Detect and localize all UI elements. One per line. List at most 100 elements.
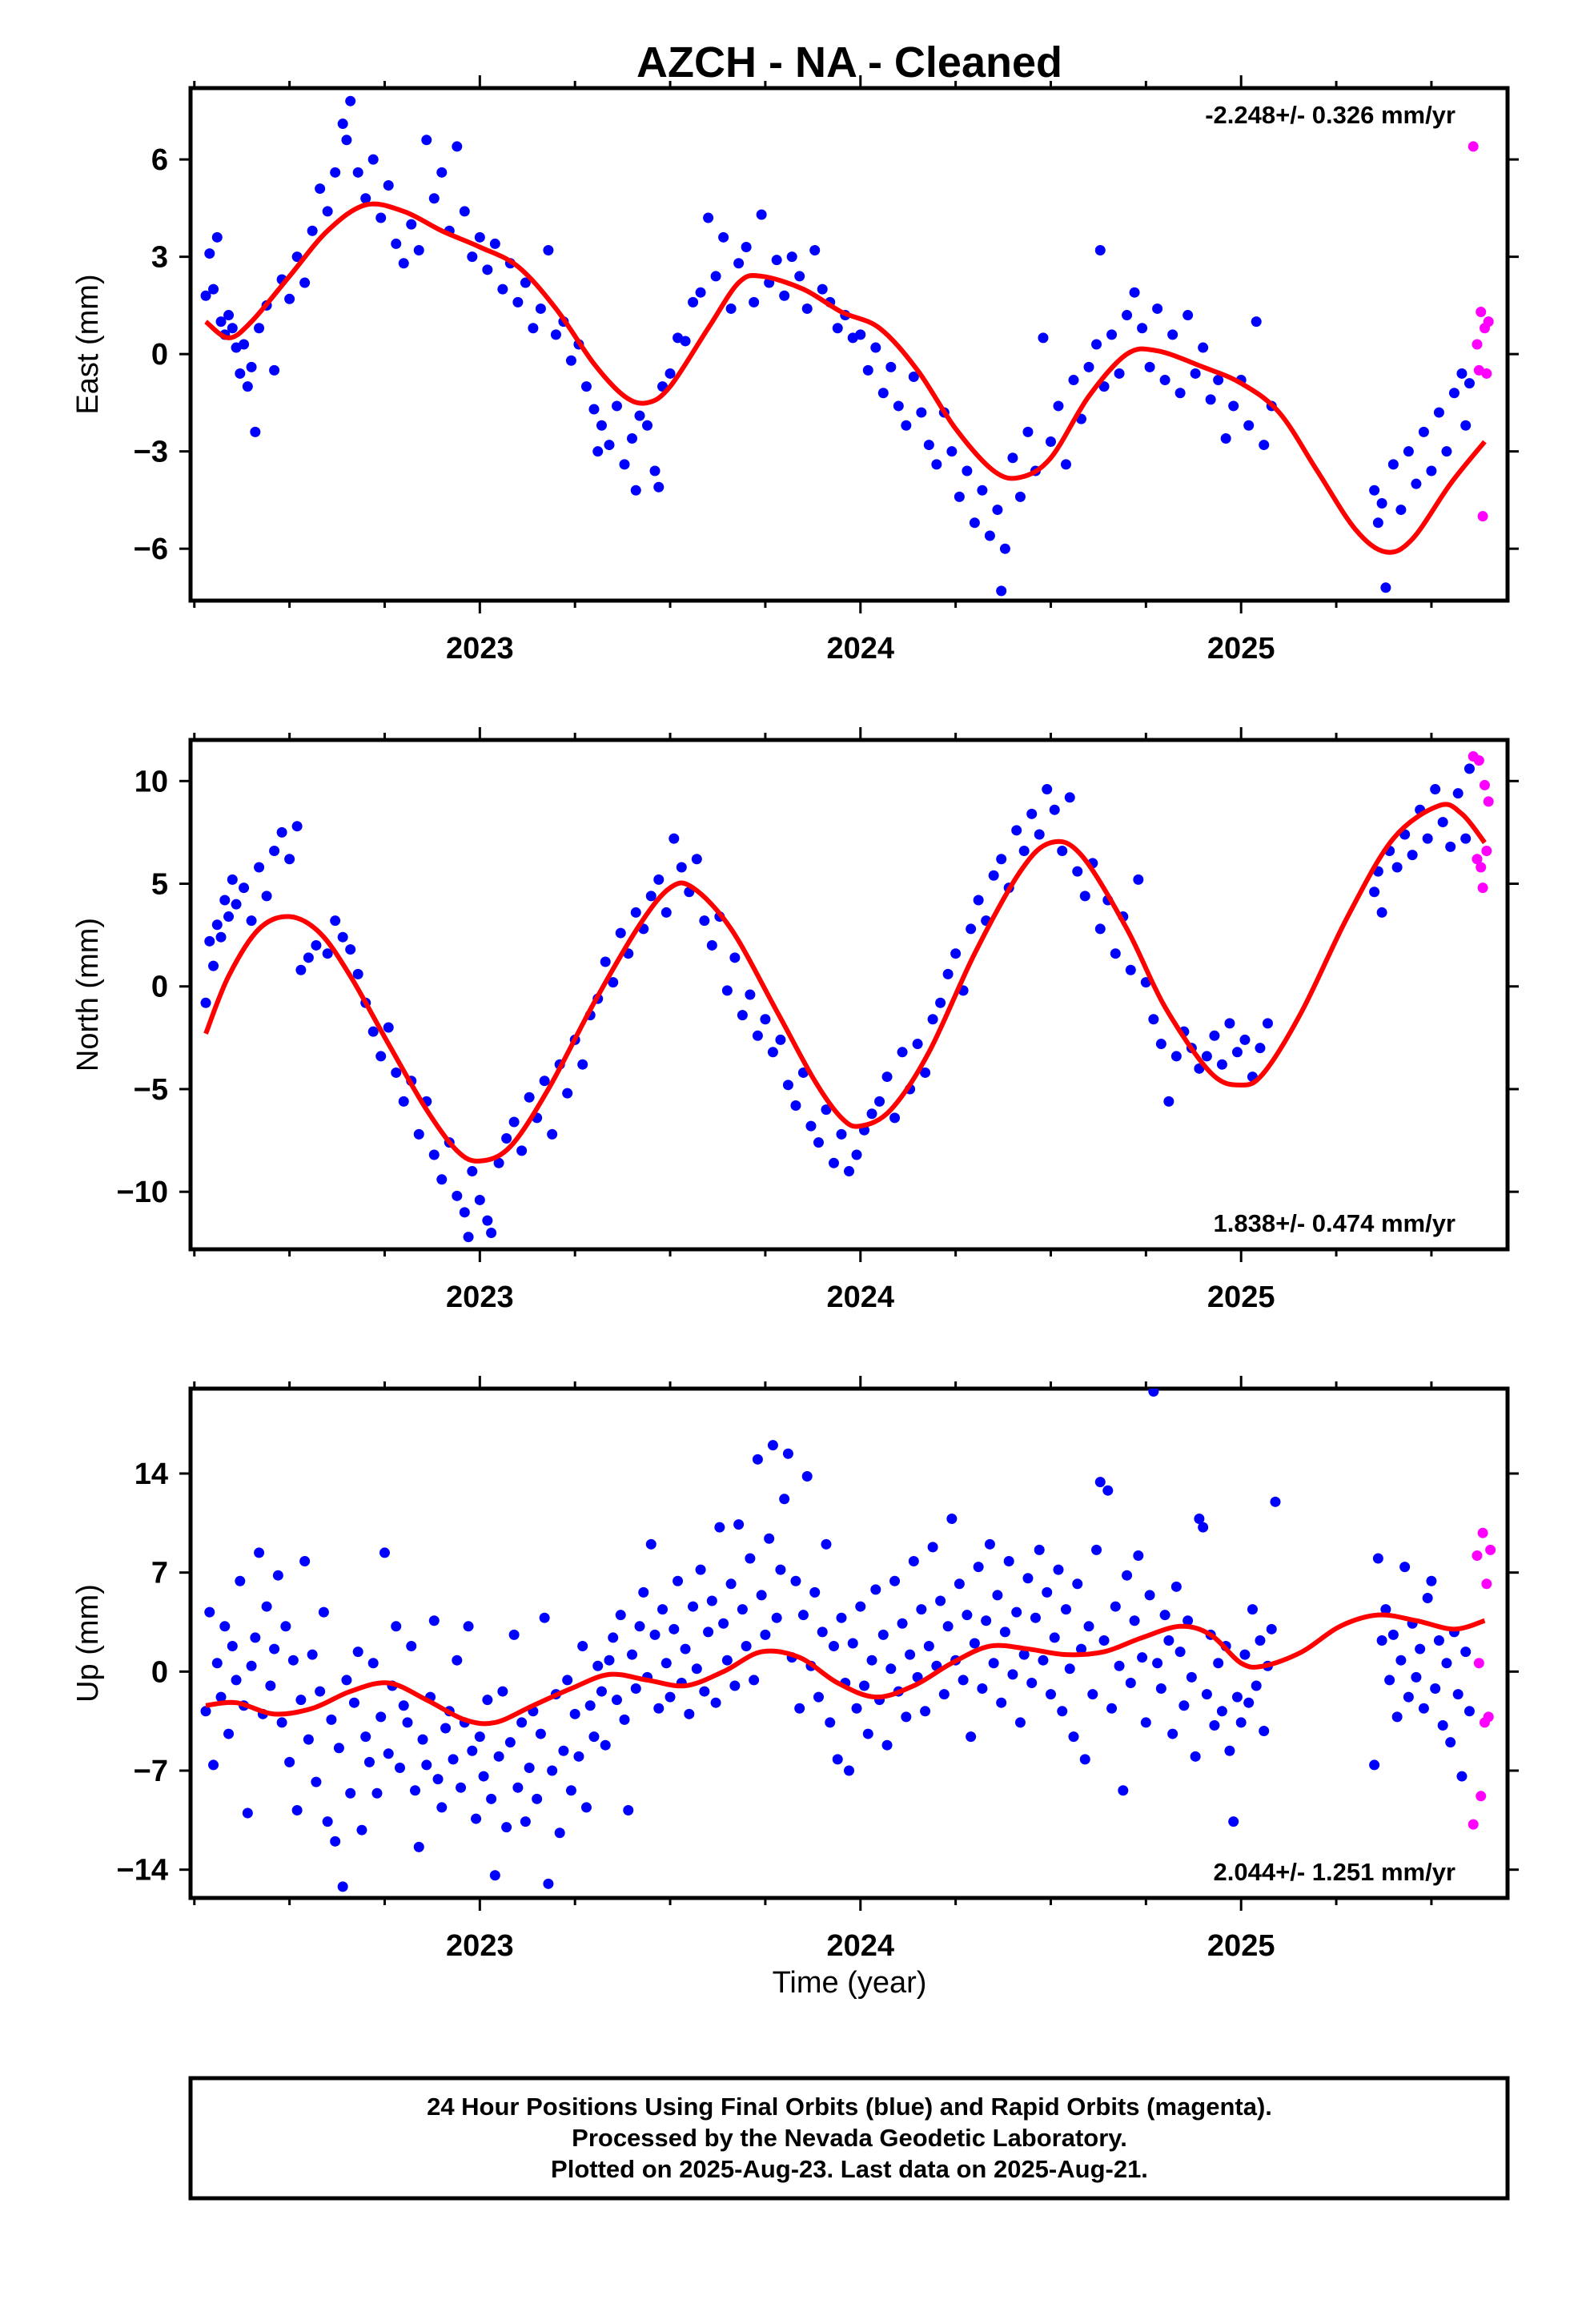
rapid-orbit-point (1472, 1550, 1483, 1561)
final-orbit-point (341, 135, 352, 146)
final-orbit-point (592, 1660, 604, 1671)
final-orbit-point (315, 1686, 326, 1697)
y-tick-label: 0 (151, 338, 168, 372)
final-orbit-point (832, 1754, 843, 1765)
final-orbit-point (1376, 497, 1387, 509)
final-orbit-point (912, 1039, 923, 1050)
final-orbit-point (1369, 887, 1380, 898)
final-orbit-point (1186, 1671, 1197, 1683)
final-orbit-point (322, 1816, 333, 1827)
y-tick-label: −7 (134, 1755, 168, 1788)
final-orbit-point (920, 1706, 931, 1717)
final-orbit-point (345, 1787, 356, 1799)
final-orbit-point (398, 1096, 409, 1107)
final-orbit-point (760, 1014, 771, 1025)
final-orbit-point (588, 1731, 600, 1743)
final-orbit-point (367, 1658, 379, 1669)
final-orbit-point (752, 1030, 763, 1041)
final-orbit-point (661, 907, 672, 918)
final-orbit-point (524, 1092, 535, 1103)
final-orbit-point (208, 1759, 219, 1771)
final-orbit-point (391, 1621, 402, 1632)
final-orbit-point (699, 915, 710, 927)
final-orbit-point (1022, 426, 1034, 437)
data-layer (200, 95, 1494, 597)
final-orbit-point (752, 1454, 763, 1465)
final-orbit-point (1198, 1522, 1209, 1533)
final-orbit-point (1376, 907, 1387, 918)
final-orbit-point (1372, 1553, 1383, 1564)
final-orbit-point (291, 821, 303, 832)
final-orbit-point (813, 1691, 824, 1703)
final-orbit-point (280, 1621, 291, 1632)
final-orbit-point (1110, 948, 1121, 959)
final-orbit-point (269, 364, 280, 376)
final-orbit-point (231, 899, 242, 910)
final-orbit-point (383, 1748, 394, 1759)
final-orbit-point (684, 1708, 695, 1719)
final-orbit-point (394, 1762, 405, 1773)
final-orbit-point (897, 1618, 908, 1629)
final-orbit-point (749, 296, 760, 308)
final-orbit-point (1460, 1647, 1472, 1658)
final-orbit-point (1430, 784, 1441, 795)
data-layer (200, 751, 1494, 1243)
final-orbit-point (474, 1731, 485, 1743)
final-orbit-point (371, 1787, 383, 1799)
final-orbit-point (379, 1547, 390, 1558)
final-orbit-point (417, 1734, 428, 1745)
final-orbit-point (402, 1717, 413, 1728)
final-orbit-point (725, 1578, 737, 1590)
final-orbit-point (341, 1675, 352, 1686)
final-orbit-point (428, 1615, 440, 1626)
final-orbit-point (859, 1680, 870, 1691)
final-orbit-point (608, 977, 619, 988)
rapid-orbit-point (1472, 339, 1483, 350)
final-orbit-point (821, 1104, 832, 1116)
final-orbit-point (558, 1745, 569, 1756)
final-orbit-point (923, 440, 934, 451)
final-orbit-point (828, 1641, 839, 1652)
final-orbit-point (1144, 361, 1155, 372)
final-orbit-point (615, 1610, 626, 1621)
final-orbit-point (326, 1714, 337, 1725)
final-orbit-point (703, 212, 714, 223)
final-orbit-point (999, 1626, 1010, 1638)
final-orbit-point (1213, 1658, 1224, 1669)
final-orbit-point (250, 426, 261, 437)
final-orbit-point (504, 1737, 516, 1748)
final-orbit-point (318, 1606, 329, 1618)
velocity-annotation: 2.044+/- 1.251 mm/yr (1214, 1858, 1456, 1886)
final-orbit-point (1456, 1771, 1468, 1782)
final-orbit-point (528, 323, 539, 334)
final-orbit-point (467, 1745, 478, 1756)
east-panel: 2023 2024 2025 6 3 0 −3 −6 East (mm) -2.248+/- 0.… (71, 75, 1519, 665)
final-orbit-point (493, 1751, 504, 1762)
final-orbit-point (291, 251, 303, 263)
final-orbit-point (1182, 1615, 1194, 1626)
final-orbit-point (718, 231, 729, 243)
final-orbit-point (1045, 1689, 1056, 1700)
final-orbit-point (489, 1870, 500, 1881)
final-orbit-point (1125, 964, 1136, 975)
final-orbit-point (931, 459, 942, 470)
final-orbit-point (413, 245, 424, 256)
final-orbit-point (375, 1711, 387, 1723)
final-orbit-point (478, 1771, 489, 1782)
final-orbit-point (1122, 310, 1133, 321)
final-orbit-point (501, 1133, 512, 1144)
final-orbit-point (782, 1080, 793, 1091)
y-tick-label: 7 (151, 1557, 168, 1590)
final-orbit-point (375, 1051, 387, 1062)
final-orbit-point (794, 1703, 805, 1714)
final-orbit-point (756, 1590, 767, 1601)
final-orbit-point (204, 935, 215, 947)
final-orbit-point (1137, 1652, 1148, 1663)
final-orbit-point (231, 1675, 242, 1686)
final-orbit-point (992, 505, 1003, 516)
final-orbit-point (474, 231, 485, 243)
final-orbit-point (1007, 452, 1018, 464)
final-orbit-point (1144, 1590, 1155, 1601)
final-orbit-point (973, 895, 984, 906)
final-orbit-point (1224, 1745, 1235, 1756)
